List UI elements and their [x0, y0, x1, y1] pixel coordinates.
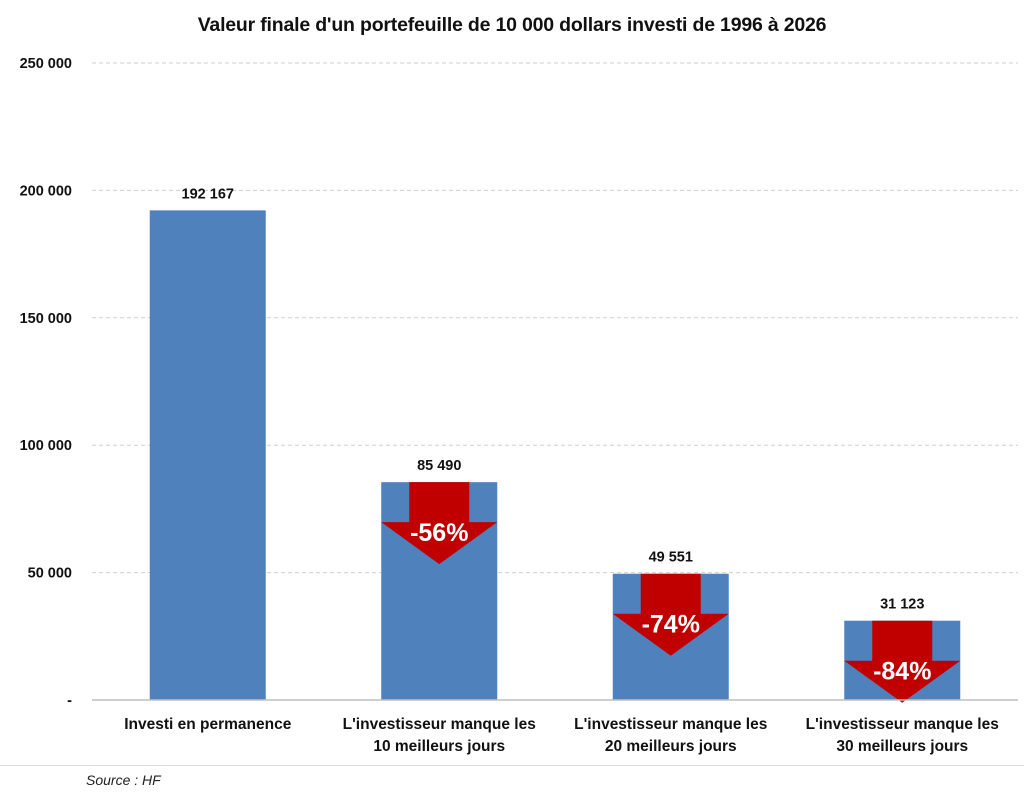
- y-tick-label: 200 000: [20, 183, 72, 199]
- category-label-line: L'investisseur manque les: [343, 716, 536, 733]
- decline-label: -56%: [410, 519, 468, 547]
- data-labels: 192 167 85 490 -56% 49 551 -74% 31 123 -84%: [182, 186, 932, 685]
- category-label: L'investisseur manque les 10 meilleurs jo…: [343, 716, 536, 755]
- category-label-line: 30 meilleurs jours: [836, 738, 968, 755]
- decline-label: -74%: [642, 611, 700, 639]
- y-tick-label: -: [67, 693, 72, 709]
- y-tick-label: 250 000: [20, 56, 72, 72]
- y-tick-label: 100 000: [20, 438, 72, 454]
- gridlines: [92, 62, 1018, 574]
- category-label-line: L'investisseur manque les: [806, 716, 999, 733]
- footer-divider: [0, 765, 1024, 766]
- bar-chart: - 50 000 100 000 150 000 200 000 250 000 192 …: [20, 56, 1018, 755]
- category-label-line: Investi en permanence: [124, 716, 292, 733]
- down-arrow-icon: [612, 573, 729, 656]
- y-tick-label: 50 000: [28, 566, 72, 582]
- category-label: L'investisseur manque les 20 meilleurs jo…: [574, 716, 767, 755]
- y-axis-ticks: - 50 000 100 000 150 000 200 000 250 000: [20, 56, 73, 709]
- bar-value-label: 85 490: [417, 458, 461, 474]
- down-arrow-icon: [844, 620, 961, 703]
- bars: [149, 210, 961, 703]
- bar-value-label: 192 167: [182, 186, 234, 202]
- y-tick-label: 150 000: [20, 311, 72, 327]
- bar-value-label: 49 551: [649, 550, 693, 566]
- chart-title: Valeur finale d'un portefeuille de 10 00…: [197, 14, 827, 36]
- bar-value-label: 31 123: [880, 597, 924, 613]
- source-note: Source : HF: [86, 772, 161, 788]
- category-label: L'investisseur manque les 30 meilleurs jo…: [806, 716, 999, 755]
- category-label: Investi en permanence: [124, 716, 292, 733]
- down-arrow-icon: [381, 482, 498, 565]
- category-label-line: 10 meilleurs jours: [373, 738, 505, 755]
- category-labels: Investi en permanence L'investisseur manq…: [124, 716, 999, 755]
- category-label-line: 20 meilleurs jours: [605, 738, 737, 755]
- category-label-line: L'investisseur manque les: [574, 716, 767, 733]
- decline-label: -84%: [873, 658, 931, 686]
- bar: [149, 210, 266, 700]
